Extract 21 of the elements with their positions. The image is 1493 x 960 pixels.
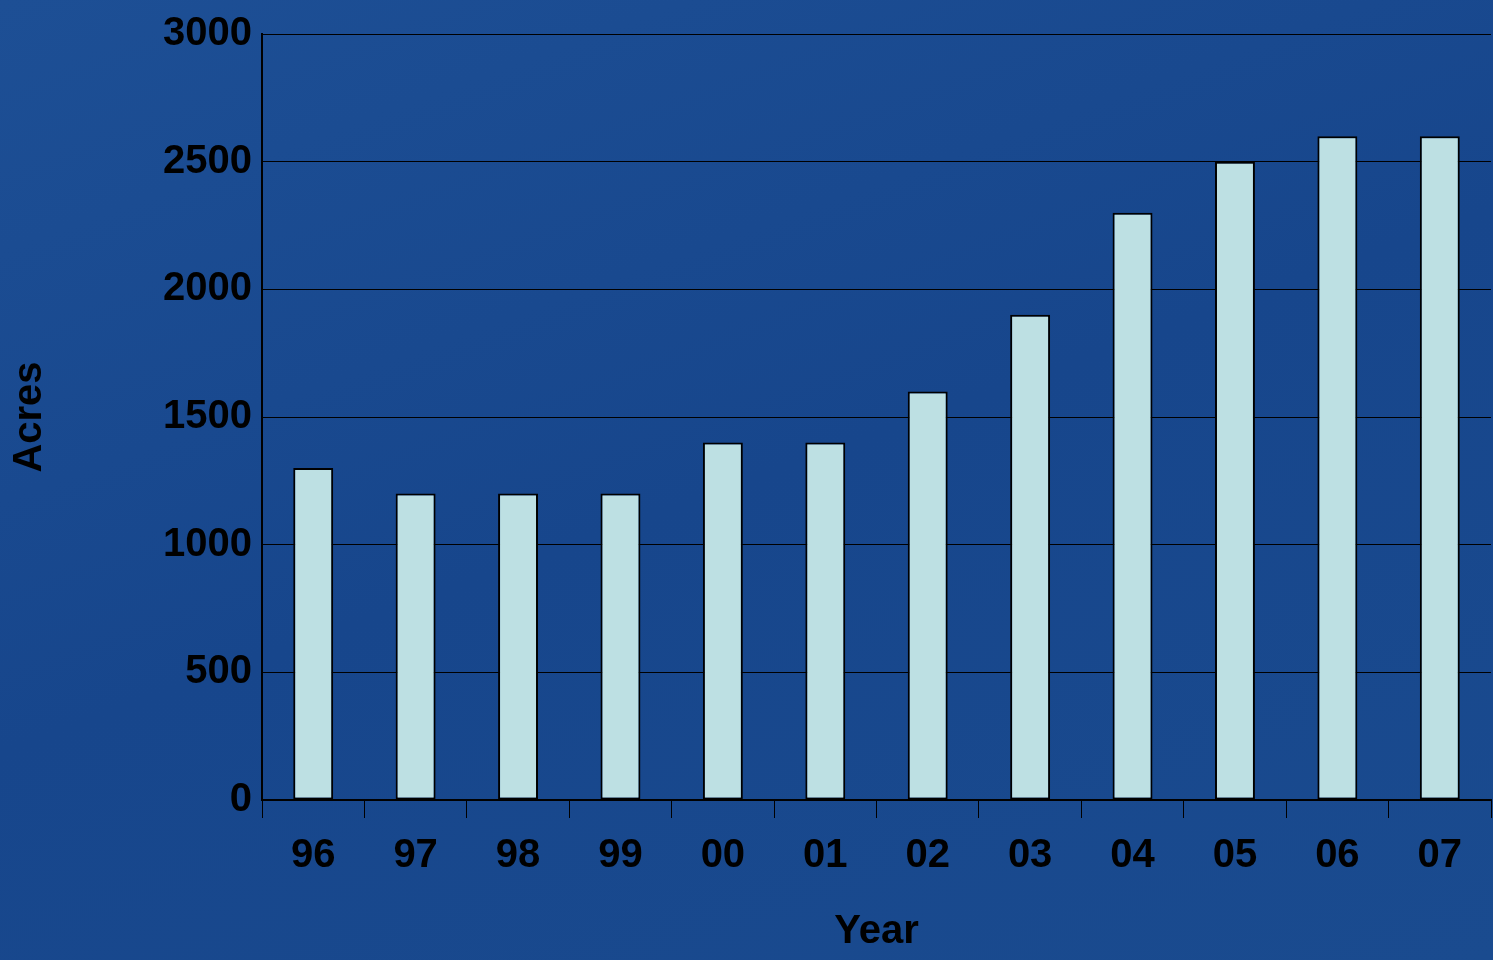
y-tick-label: 2000 [163, 264, 252, 309]
x-tick-label: 03 [1007, 831, 1053, 876]
x-tick-label: 00 [700, 831, 746, 876]
x-axis-title: Year [834, 907, 919, 952]
x-tick-label: 96 [290, 831, 336, 876]
y-tick-label: 2500 [163, 136, 252, 181]
x-tick-label: 05 [1212, 831, 1258, 876]
x-tick-label: 01 [803, 831, 848, 876]
y-tick-label: 1000 [163, 519, 252, 564]
x-tick-label: 04 [1110, 831, 1156, 876]
x-tick-label: 99 [598, 831, 643, 876]
x-tick-label: 07 [1417, 831, 1463, 876]
y-axis-title: Acres [5, 361, 50, 473]
x-tick-label: 02 [905, 831, 950, 876]
x-tick-label: 97 [393, 831, 438, 876]
y-tick-label: 500 [185, 647, 252, 692]
x-tick-label: 98 [495, 831, 541, 876]
x-tick-label: 06 [1315, 831, 1360, 876]
y-tick-label: 1500 [163, 392, 252, 437]
y-tick-label: 3000 [163, 9, 252, 54]
y-tick-label: 0 [229, 775, 252, 820]
